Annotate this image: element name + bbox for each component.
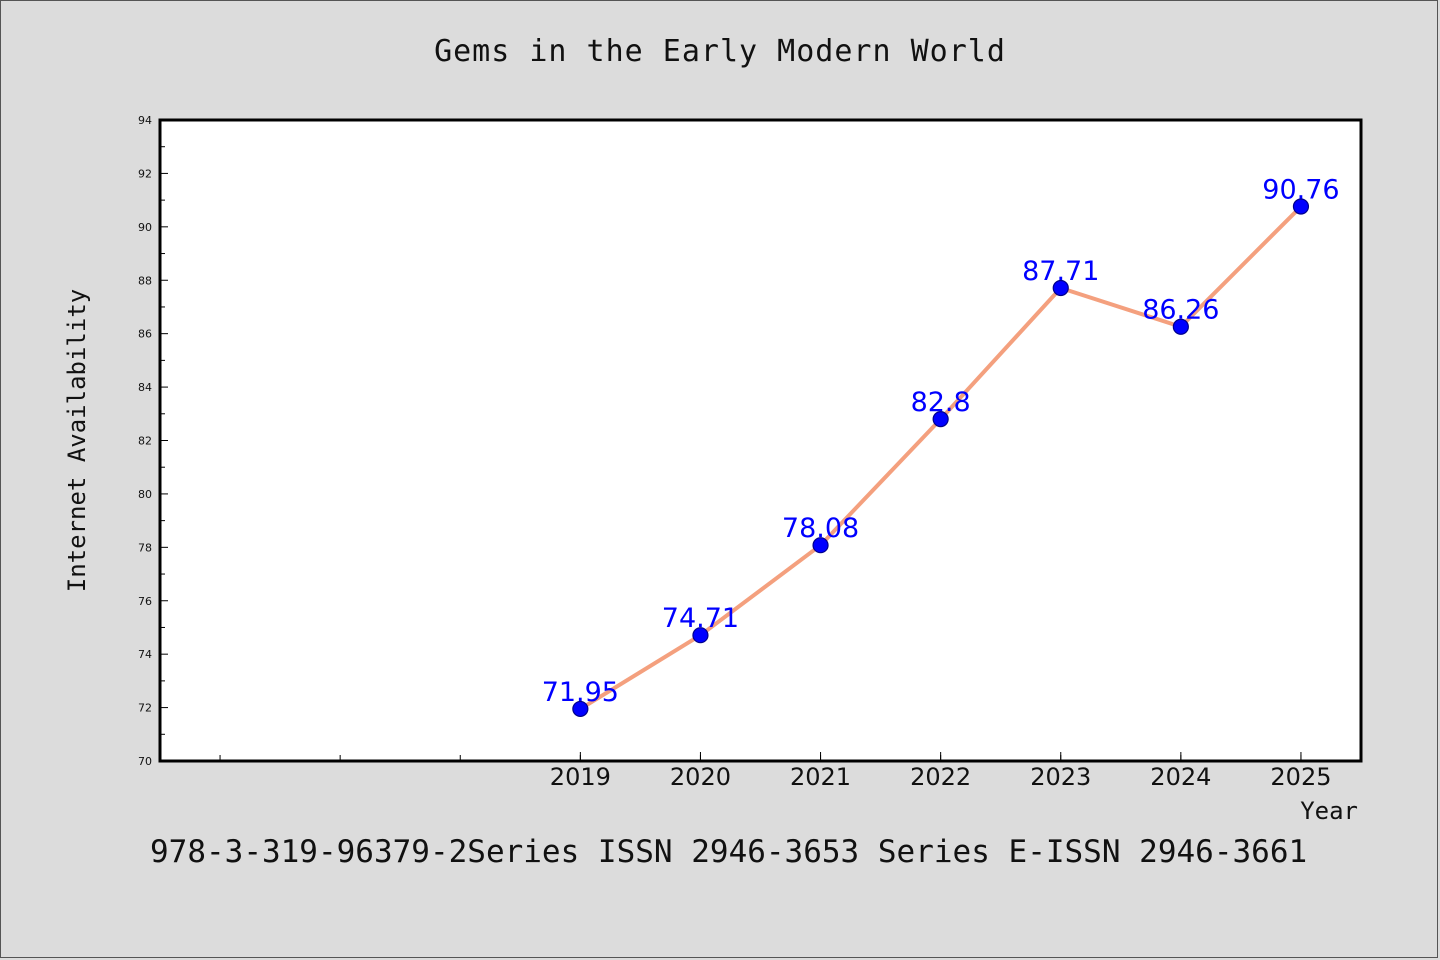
footer-isbn-text: 978-3-319-96379-2Series ISSN 2946-3653 S… <box>150 834 1308 870</box>
x-tick-label: 2020 <box>670 763 731 791</box>
data-label: 90.76 <box>1262 175 1339 206</box>
y-tick-label: 72 <box>138 702 152 715</box>
data-point <box>932 411 949 428</box>
y-tick-label: 86 <box>138 328 152 341</box>
chart-title: Gems in the Early Modern World <box>434 34 1006 69</box>
y-tick-label: 78 <box>138 541 152 554</box>
y-tick-label: 70 <box>138 755 152 768</box>
y-axis: 70 72 74 76 78 80 82 84 86 88 90 92 94 <box>138 114 168 768</box>
y-tick-label: 76 <box>138 595 152 608</box>
x-tick-label: 2019 <box>550 763 611 791</box>
data-point <box>1172 318 1189 335</box>
y-tick-label: 84 <box>138 381 152 394</box>
data-point <box>572 700 589 718</box>
y-tick-label: 90 <box>138 221 152 234</box>
y-tick-label: 88 <box>138 274 152 287</box>
data-label: 78.08 <box>782 513 859 544</box>
y-tick-label: 92 <box>138 167 152 180</box>
x-tick-label: 2021 <box>790 763 851 791</box>
x-tick-label: 2025 <box>1270 763 1331 791</box>
y-axis-title: Internet Availability <box>63 289 91 592</box>
data-label: 86.26 <box>1142 295 1219 326</box>
plot-area <box>158 118 1363 763</box>
x-tick-label: 2023 <box>1030 763 1091 791</box>
data-point <box>812 537 829 554</box>
data-label: 82.8 <box>911 387 971 418</box>
data-label: 74.71 <box>662 603 739 634</box>
x-axis-title: Year <box>1300 797 1358 825</box>
x-tick-label: 2024 <box>1150 763 1211 791</box>
data-label: 71.95 <box>542 677 619 708</box>
data-point <box>1052 279 1069 297</box>
data-point <box>1292 198 1310 215</box>
series-layer: 71.95 74.71 78.08 82.8 87.71 86.26 90.76 <box>542 175 1340 718</box>
y-tick-label: 74 <box>138 648 152 661</box>
x-axis: 2019 2020 2021 2022 2023 2024 2025 <box>219 752 1331 791</box>
y-tick-label: 82 <box>138 435 152 448</box>
data-point <box>692 627 709 644</box>
x-tick-label: 2022 <box>910 763 971 791</box>
y-tick-label: 94 <box>138 114 152 127</box>
y-tick-label: 80 <box>138 488 152 501</box>
data-label: 87.71 <box>1022 256 1099 287</box>
